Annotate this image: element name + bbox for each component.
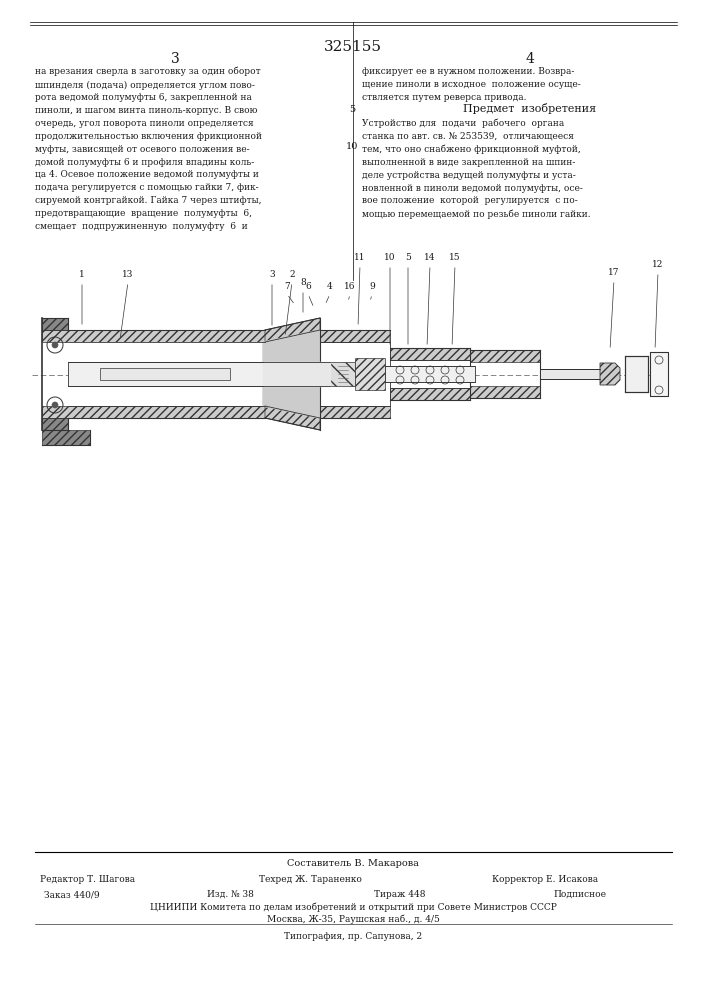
Text: 1: 1 — [79, 270, 85, 279]
Text: Предмет  изобретения: Предмет изобретения — [463, 103, 597, 114]
Text: Подписное: Подписное — [554, 890, 607, 899]
Polygon shape — [330, 362, 355, 386]
Text: 13: 13 — [122, 270, 134, 279]
Polygon shape — [390, 348, 470, 360]
Text: Тираж 448: Тираж 448 — [374, 890, 426, 899]
Text: Изд. № 38: Изд. № 38 — [206, 890, 253, 899]
Bar — [68, 342, 265, 406]
Text: Типография, пр. Сапунова, 2: Типография, пр. Сапунова, 2 — [284, 932, 422, 941]
Polygon shape — [650, 352, 668, 364]
Polygon shape — [470, 386, 540, 398]
Polygon shape — [42, 406, 265, 418]
Text: Устройство для  подачи  рабочего  органа
станка по авт. св. № 253539,  отличающе: Устройство для подачи рабочего органа ст… — [362, 118, 590, 219]
Text: Техред Ж. Тараненко: Техред Ж. Тараненко — [259, 875, 361, 884]
Bar — [100, 368, 230, 380]
Bar — [385, 366, 475, 382]
Text: Составитель В. Макарова: Составитель В. Макарова — [287, 859, 419, 868]
Polygon shape — [263, 330, 320, 418]
Text: Заказ 440/9: Заказ 440/9 — [44, 890, 100, 899]
Text: 325155: 325155 — [324, 40, 382, 54]
Text: 6: 6 — [305, 282, 311, 291]
Polygon shape — [600, 363, 620, 385]
Text: 11: 11 — [354, 253, 366, 262]
Polygon shape — [42, 318, 68, 330]
Text: Москва, Ж-35, Раушская наб., д. 4/5: Москва, Ж-35, Раушская наб., д. 4/5 — [267, 915, 440, 924]
Text: ЦНИИПИ Комитета по делам изобретений и открытий при Совете Министров СССР: ЦНИИПИ Комитета по делам изобретений и о… — [150, 903, 556, 912]
Polygon shape — [265, 318, 320, 342]
Polygon shape — [650, 384, 668, 396]
Text: на врезания сверла в заготовку за один оборот
шпинделя (подача) определяется угл: на врезания сверла в заготовку за один о… — [35, 67, 262, 231]
Polygon shape — [42, 418, 68, 430]
Text: 3: 3 — [269, 270, 275, 279]
Text: 3: 3 — [170, 52, 180, 66]
Polygon shape — [625, 356, 648, 368]
Text: 8: 8 — [300, 278, 306, 287]
Text: 10: 10 — [384, 253, 396, 262]
Text: 12: 12 — [653, 260, 664, 269]
Bar — [625, 356, 648, 392]
Polygon shape — [390, 388, 470, 400]
Circle shape — [52, 402, 58, 408]
Polygon shape — [42, 330, 265, 342]
Bar — [540, 369, 600, 379]
Bar — [68, 362, 263, 386]
Text: Корректор Е. Исакова: Корректор Е. Исакова — [492, 875, 598, 884]
Polygon shape — [263, 362, 330, 386]
Polygon shape — [355, 358, 385, 390]
Text: 9: 9 — [369, 282, 375, 291]
Polygon shape — [470, 350, 540, 362]
Polygon shape — [320, 330, 390, 342]
Polygon shape — [42, 430, 90, 445]
Text: Редактор Т. Шагова: Редактор Т. Шагова — [40, 875, 136, 884]
Text: 5: 5 — [405, 253, 411, 262]
Polygon shape — [265, 406, 320, 430]
Text: 5: 5 — [349, 105, 355, 114]
Text: 7: 7 — [284, 282, 290, 291]
Text: 17: 17 — [608, 268, 620, 277]
Polygon shape — [320, 406, 390, 418]
Text: 14: 14 — [424, 253, 436, 262]
Text: 15: 15 — [449, 253, 461, 262]
Polygon shape — [625, 380, 648, 392]
Text: 10: 10 — [346, 142, 358, 151]
Text: 16: 16 — [344, 282, 356, 291]
Text: 2: 2 — [289, 270, 295, 279]
Bar — [650, 352, 668, 396]
Text: фиксирует ее в нужном положении. Возвра-
щение пиноли в исходное  положение осущ: фиксирует ее в нужном положении. Возвра-… — [362, 67, 580, 102]
Text: 4: 4 — [327, 282, 333, 291]
Text: 4: 4 — [525, 52, 534, 66]
Circle shape — [52, 342, 58, 348]
